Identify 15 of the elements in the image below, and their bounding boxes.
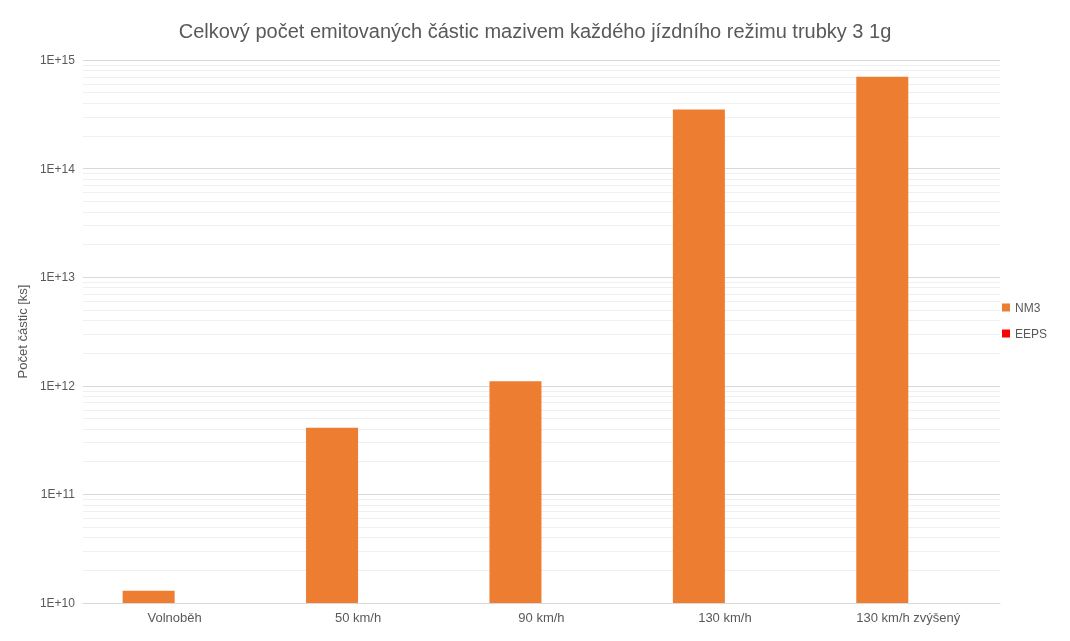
chart-title: Celkový počet emitovaných částic mazivem každého jízdního režimu trubky 3 1g bbox=[178, 20, 892, 42]
y-tick-label: 1E+10 bbox=[39, 596, 76, 610]
legend-label: EEPS bbox=[1014, 326, 1047, 341]
x-tick-label: 90 km/h bbox=[518, 610, 565, 625]
y-tick-label: 1E+15 bbox=[39, 53, 76, 67]
y-tick-label: 1E+13 bbox=[39, 270, 76, 285]
y-axis-title: Počet částic [ks] bbox=[15, 284, 30, 379]
y-tick-label: 1E+12 bbox=[39, 378, 76, 393]
x-tick-label: 50 km/h bbox=[334, 610, 382, 625]
x-tick-label: 130 km/h zvýšený bbox=[856, 610, 961, 625]
legend-label: NM3 bbox=[1014, 300, 1041, 315]
x-tick-label: Volnoběh bbox=[147, 610, 202, 625]
x-tick-label: 130 km/h bbox=[698, 610, 752, 625]
y-tick-label: 1E+14 bbox=[39, 161, 76, 176]
y-tick-label: 1E+11 bbox=[40, 487, 76, 502]
